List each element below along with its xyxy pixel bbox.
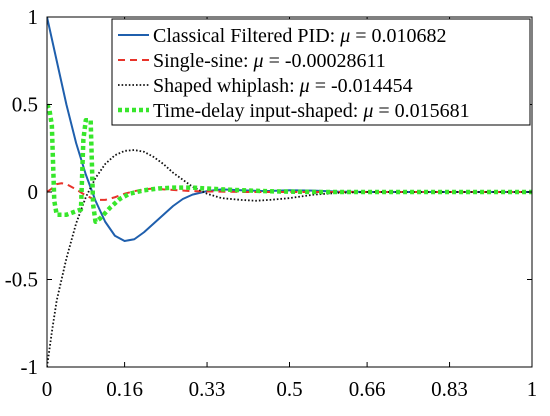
x-tick-label: 0.33 [189, 377, 226, 401]
legend-mu-symbol: μ [362, 100, 373, 122]
x-tick-label: 1 [527, 377, 538, 401]
legend-mu-value: = 0.015681 [373, 100, 469, 122]
legend-entry-3: Shaped whiplash: μ = -0.014454 [153, 75, 413, 97]
x-tick-label: 0 [42, 377, 53, 401]
legend-series-name: Shaped whiplash: [153, 75, 300, 97]
y-tick-label: 1 [28, 5, 39, 29]
axes-layer: 0 0.16 0.33 0.5 0.66 0.83 1 1 0.5 0 -0.5 -1 [5, 5, 538, 401]
legend-mu-value: = -0.00028611 [264, 50, 386, 72]
y-tick-label: -1 [21, 355, 39, 379]
series-line-3 [47, 149, 532, 367]
y-tick-label: 0.5 [12, 93, 38, 117]
series-line-4 [47, 103, 532, 224]
legend-entry-2: Single-sine: μ = -0.00028611 [153, 50, 386, 72]
legend-series-name: Time-delay input-shaped: [153, 100, 363, 122]
x-tick-label: 0.5 [276, 377, 302, 401]
legend-series-name: Single-sine: [153, 50, 254, 72]
x-tick-label: 0.83 [431, 377, 468, 401]
legend-series-name: Classical Filtered PID: [153, 25, 340, 47]
legend-mu-symbol: μ [339, 25, 350, 47]
x-tick-label: 0.66 [349, 377, 386, 401]
legend-mu-symbol: μ [299, 75, 310, 97]
legend: Classical Filtered PID: μ = 0.010682 Sing… [111, 18, 531, 126]
series-layer [47, 17, 532, 367]
legend-entry-4: Time-delay input-shaped: μ = 0.015681 [153, 100, 470, 122]
legend-box [111, 18, 531, 126]
y-tick-label: -0.5 [5, 268, 38, 292]
legend-mu-symbol: μ [253, 50, 264, 72]
legend-mu-value: = -0.014454 [310, 75, 413, 97]
legend-mu-value: = 0.010682 [350, 25, 446, 47]
y-tick-label: 0 [28, 180, 39, 204]
x-tick-label: 0.16 [106, 377, 143, 401]
legend-entry-1: Classical Filtered PID: μ = 0.010682 [153, 25, 447, 47]
